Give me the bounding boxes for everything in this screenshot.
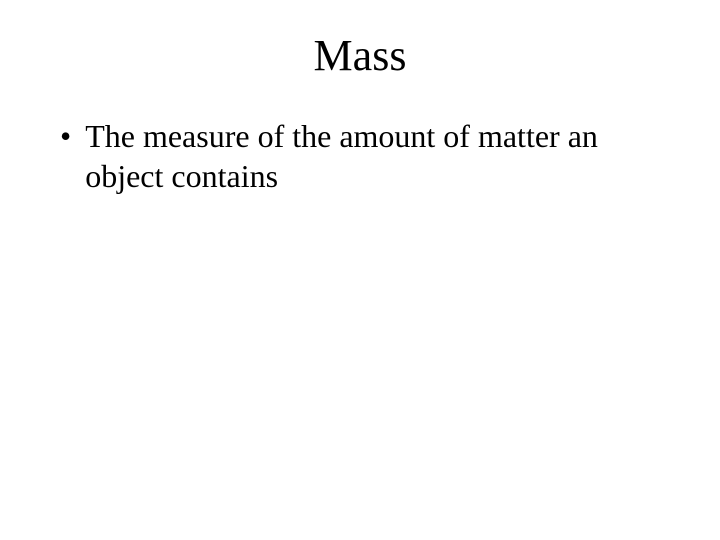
bullet-text: The measure of the amount of matter an o…: [85, 116, 660, 196]
bullet-marker: •: [60, 116, 71, 156]
slide-container: Mass • The measure of the amount of matt…: [0, 0, 720, 540]
slide-title: Mass: [0, 30, 720, 81]
slide-content: • The measure of the amount of matter an…: [0, 116, 720, 196]
bullet-item: • The measure of the amount of matter an…: [60, 116, 660, 196]
